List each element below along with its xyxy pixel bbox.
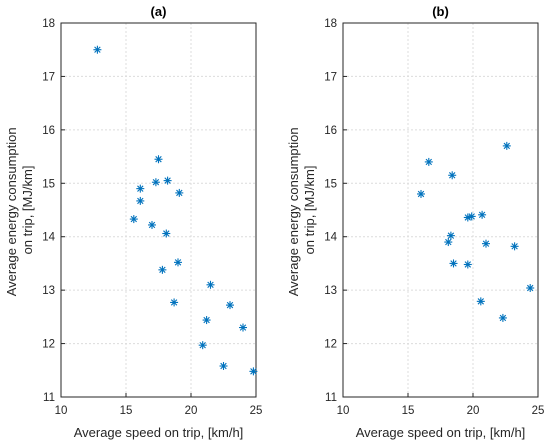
data-point (478, 210, 487, 219)
data-point (175, 188, 184, 197)
data-point (467, 212, 476, 221)
y-tick-label: 15 (324, 178, 337, 190)
data-point (206, 280, 215, 289)
panel-a-y-axis-label: Average energy consumption on trip, [MJ/… (4, 124, 35, 297)
panel-a-ticks: 10 15 20 25 11 12 13 14 15 16 17 18 (42, 18, 262, 417)
data-point (148, 220, 156, 229)
data-point (444, 238, 453, 247)
data-point (202, 316, 211, 325)
data-point (510, 242, 519, 251)
data-point (239, 323, 247, 332)
y-tick-label: 12 (324, 339, 337, 351)
data-point (502, 141, 511, 150)
panel-b-y-axis-label: Average energy consumption on trip, [MJ/… (286, 124, 317, 297)
x-tick-label: 25 (250, 405, 263, 417)
y-tick-label: 16 (42, 125, 55, 137)
panel-b-ticks: 10 15 20 25 11 12 13 14 15 16 17 18 (324, 18, 544, 417)
x-tick-label: 25 (532, 405, 545, 417)
panel-a: (a) 10 15 20 25 11 12 13 14 15 16 17 18 Average spe… (4, 4, 262, 440)
y-tick-label: 11 (325, 392, 337, 404)
y-tick-label: 11 (43, 392, 55, 404)
panel-a-x-axis-label: Average speed on trip, [km/h] (74, 425, 244, 440)
y-tick-label: 12 (42, 339, 55, 351)
y-tick-label: 16 (324, 125, 337, 137)
data-point (170, 298, 179, 307)
data-point (476, 297, 485, 306)
data-point (151, 178, 160, 187)
data-point (424, 157, 433, 166)
data-point (162, 229, 171, 238)
panel-a-markers (93, 45, 258, 376)
data-point (449, 259, 458, 268)
data-point (226, 301, 234, 310)
data-point (136, 184, 145, 193)
data-point (129, 215, 138, 224)
data-point (448, 171, 457, 180)
data-point (174, 258, 182, 267)
data-point (482, 239, 490, 248)
panel-a-axes-box (60, 22, 257, 398)
y-tick-label: 14 (42, 232, 55, 244)
data-point (158, 265, 167, 274)
data-point (163, 176, 172, 185)
data-point (249, 367, 258, 376)
data-point (93, 45, 102, 54)
x-tick-label: 15 (402, 405, 415, 417)
data-point (498, 313, 507, 322)
y-tick-label: 18 (42, 18, 55, 30)
y-tick-label: 18 (324, 18, 337, 30)
x-tick-label: 20 (185, 405, 198, 417)
x-tick-label: 10 (337, 405, 350, 417)
data-point (219, 362, 228, 371)
panel-a-title: (a) (151, 4, 167, 19)
panel-b-y-axis-label-line-2: on trip, [MJ/km] (302, 166, 317, 255)
x-tick-label: 15 (120, 405, 133, 417)
panel-a-grid (61, 23, 256, 397)
panel-b-markers (417, 141, 535, 322)
data-point (417, 189, 425, 198)
panel-a-y-axis-label-line-1: Average energy consumption (4, 127, 19, 296)
panel-b-grid (343, 23, 538, 397)
data-point (526, 284, 535, 293)
panel-a-y-axis-label-line-2: on trip, [MJ/km] (20, 166, 35, 255)
y-tick-label: 17 (42, 71, 55, 83)
data-point (463, 260, 472, 269)
panel-b: (b) 10 15 20 25 11 12 13 14 15 16 17 18 Average spe… (286, 4, 544, 440)
y-tick-label: 17 (324, 71, 337, 83)
panel-b-title: (b) (432, 4, 449, 19)
panel-b-y-axis-label-line-1: Average energy consumption (286, 127, 301, 296)
x-tick-label: 10 (55, 405, 68, 417)
data-point (136, 196, 145, 205)
x-tick-label: 20 (467, 405, 480, 417)
data-point (198, 341, 207, 350)
y-tick-label: 13 (42, 285, 55, 297)
data-point (154, 155, 163, 164)
y-tick-label: 14 (324, 232, 337, 244)
panel-b-x-axis-label: Average speed on trip, [km/h] (356, 425, 526, 440)
panel-b-axes-box (342, 22, 539, 398)
y-tick-label: 13 (324, 285, 337, 297)
y-tick-label: 15 (42, 178, 55, 190)
data-point (446, 231, 455, 240)
